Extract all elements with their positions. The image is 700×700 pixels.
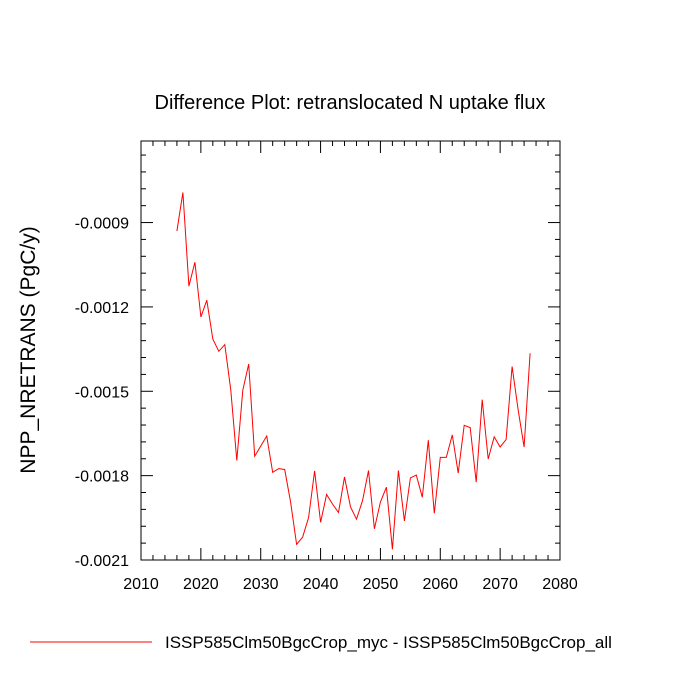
series-line [176, 192, 531, 550]
y-tick-label: -0.0021 [75, 553, 129, 570]
x-tick-label: 2010 [123, 576, 159, 593]
x-tick-label: 2050 [363, 576, 399, 593]
x-tick-label: 2070 [482, 576, 518, 593]
y-axis-label: NPP_NRETRANS (PgC/y) [17, 226, 40, 473]
legend-entry-label: ISSP585Clm50BgcCrop_myc - ISSP585Clm50Bg… [165, 633, 612, 652]
x-tick-label: 2020 [183, 576, 219, 593]
x-tick-label: 2060 [422, 576, 458, 593]
x-axis: 2010 2020 2030 2040 2050 2060 2070 2080 [123, 141, 578, 593]
x-tick-label: 2040 [303, 576, 339, 593]
legend: ISSP585Clm50BgcCrop_myc - ISSP585Clm50Bg… [30, 633, 612, 652]
y-tick-label: -0.0012 [75, 300, 129, 317]
chart-title: Difference Plot: retranslocated N uptake… [155, 92, 546, 114]
y-tick-label: -0.0009 [75, 216, 129, 233]
plot-frame [140, 140, 561, 561]
y-tick-label: -0.0015 [75, 384, 129, 401]
y-axis: -0.0021 -0.0018 -0.0015 -0.0012 -0.0009 [75, 154, 560, 570]
y-tick-label: -0.0018 [75, 469, 129, 486]
x-tick-label: 2080 [542, 576, 578, 593]
series-layer [176, 192, 531, 550]
x-tick-label: 2030 [243, 576, 279, 593]
